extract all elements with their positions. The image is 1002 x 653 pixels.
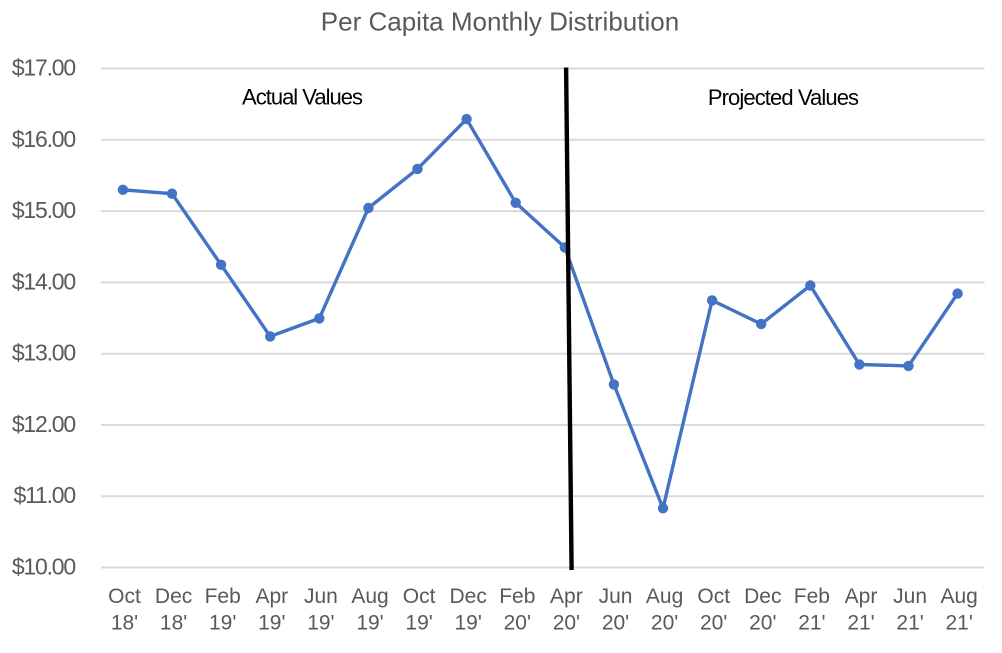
svg-text:19': 19' xyxy=(258,612,285,635)
svg-text:Apr: Apr xyxy=(255,585,288,608)
svg-text:Dec: Dec xyxy=(744,585,781,608)
svg-text:Dec: Dec xyxy=(450,585,487,608)
svg-text:$11.00: $11.00 xyxy=(14,482,76,508)
svg-text:Oct: Oct xyxy=(108,585,141,608)
svg-text:Aug: Aug xyxy=(646,585,683,608)
svg-text:Aug: Aug xyxy=(941,585,978,608)
svg-text:19': 19' xyxy=(307,612,334,635)
svg-text:21': 21' xyxy=(896,612,923,635)
svg-text:$13.00: $13.00 xyxy=(12,340,76,366)
svg-text:Oct: Oct xyxy=(403,585,436,608)
svg-text:$16.00: $16.00 xyxy=(12,126,76,152)
svg-text:20': 20' xyxy=(504,612,531,635)
svg-text:Jun: Jun xyxy=(304,585,338,608)
svg-text:20': 20' xyxy=(749,612,776,635)
svg-text:Actual Values: Actual Values xyxy=(242,85,363,110)
svg-text:19': 19' xyxy=(455,612,482,635)
svg-text:19': 19' xyxy=(405,612,432,635)
svg-text:Feb: Feb xyxy=(499,585,535,608)
svg-text:Jun: Jun xyxy=(893,585,927,608)
svg-text:$14.00: $14.00 xyxy=(12,268,76,294)
svg-text:$12.00: $12.00 xyxy=(12,411,76,437)
svg-text:Per Capita Monthly Distributio: Per Capita Monthly Distribution xyxy=(321,7,679,37)
svg-text:21': 21' xyxy=(946,612,973,635)
svg-text:Apr: Apr xyxy=(550,585,583,608)
svg-text:20': 20' xyxy=(553,612,580,635)
svg-text:Dec: Dec xyxy=(155,585,192,608)
svg-text:Projected Values: Projected Values xyxy=(708,85,859,110)
svg-text:20': 20' xyxy=(700,612,727,635)
svg-text:20': 20' xyxy=(651,612,678,635)
svg-text:19': 19' xyxy=(356,612,383,635)
svg-text:21': 21' xyxy=(847,612,874,635)
svg-text:18': 18' xyxy=(111,612,138,635)
svg-text:Apr: Apr xyxy=(845,585,878,608)
svg-text:$17.00: $17.00 xyxy=(12,55,76,81)
svg-text:Jun: Jun xyxy=(599,585,633,608)
svg-text:$10.00: $10.00 xyxy=(12,554,76,580)
svg-text:21': 21' xyxy=(798,612,825,635)
svg-text:Feb: Feb xyxy=(205,585,241,608)
svg-text:20': 20' xyxy=(602,612,629,635)
svg-text:Oct: Oct xyxy=(697,585,730,608)
svg-text:$15.00: $15.00 xyxy=(12,197,76,223)
svg-text:19': 19' xyxy=(209,612,236,635)
svg-text:Aug: Aug xyxy=(351,585,388,608)
svg-text:Feb: Feb xyxy=(794,585,830,608)
svg-text:18': 18' xyxy=(160,612,187,635)
